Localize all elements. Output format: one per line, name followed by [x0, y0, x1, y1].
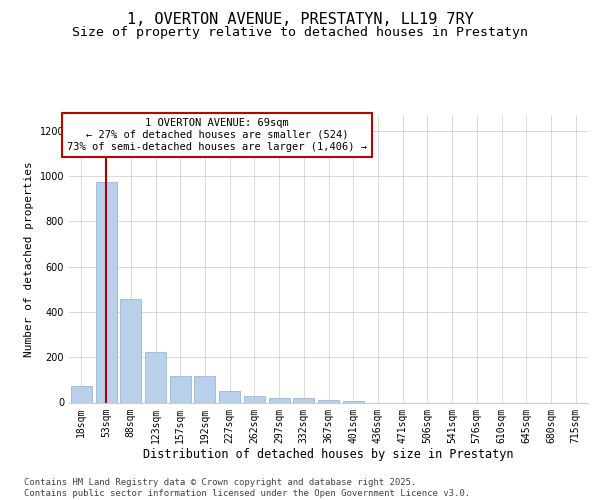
Text: Size of property relative to detached houses in Prestatyn: Size of property relative to detached ho… [72, 26, 528, 39]
Bar [95, 182, 116, 402]
Bar [244, 396, 265, 402]
Bar [145, 352, 166, 403]
Bar [219, 391, 240, 402]
Text: Contains HM Land Registry data © Crown copyright and database right 2025.
Contai: Contains HM Land Registry data © Crown c… [24, 478, 470, 498]
Bar [120, 300, 141, 403]
Bar [170, 376, 191, 402]
Bar [293, 398, 314, 402]
Bar [71, 386, 92, 402]
Bar [194, 376, 215, 402]
Y-axis label: Number of detached properties: Number of detached properties [24, 161, 34, 356]
Text: 1, OVERTON AVENUE, PRESTATYN, LL19 7RY: 1, OVERTON AVENUE, PRESTATYN, LL19 7RY [127, 12, 473, 28]
Bar [318, 400, 339, 402]
Text: 1 OVERTON AVENUE: 69sqm
← 27% of detached houses are smaller (524)
73% of semi-d: 1 OVERTON AVENUE: 69sqm ← 27% of detache… [67, 118, 367, 152]
Bar [269, 398, 290, 402]
X-axis label: Distribution of detached houses by size in Prestatyn: Distribution of detached houses by size … [143, 448, 514, 461]
